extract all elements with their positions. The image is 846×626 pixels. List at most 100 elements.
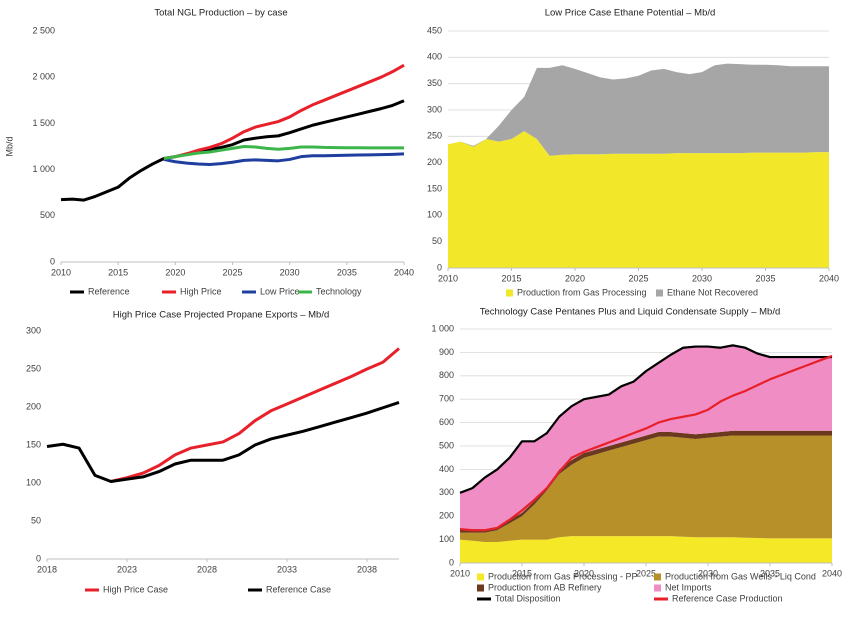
legend-label: Technology bbox=[316, 286, 362, 296]
x-tick-label: 2038 bbox=[357, 564, 377, 574]
x-tick-label: 2028 bbox=[197, 564, 217, 574]
y-tick-label: 0 bbox=[50, 256, 55, 266]
y-tick-label: 2 500 bbox=[32, 25, 55, 35]
x-tick-label: 2035 bbox=[337, 267, 357, 277]
y-tick-label: 100 bbox=[427, 210, 442, 220]
line bbox=[110, 347, 400, 483]
y-tick-label: 400 bbox=[427, 52, 442, 62]
area bbox=[448, 131, 829, 268]
chart-panel: Low Price Case Ethane Potential – Mb/d 0 5… bbox=[427, 8, 839, 298]
legend-swatch bbox=[654, 584, 661, 592]
y-tick-label: 500 bbox=[40, 210, 55, 220]
y-tick-label: 200 bbox=[26, 401, 41, 411]
line bbox=[163, 145, 404, 160]
y-tick-label: 300 bbox=[439, 487, 454, 497]
x-tick-label: 2033 bbox=[277, 564, 297, 574]
chart-panel: Technology Case Pentanes Plus and Liquid… bbox=[431, 307, 842, 604]
area bbox=[460, 345, 832, 530]
chart-panel: Total NGL Production – by case Mb/d 0 500 1 … bbox=[4, 8, 414, 297]
y-tick-label: 2 000 bbox=[32, 72, 55, 82]
legend-label: Ethane Not Recovered bbox=[667, 287, 758, 297]
chart-title: Low Price Case Ethane Potential – Mb/d bbox=[545, 8, 716, 19]
x-tick-label: 2020 bbox=[574, 568, 594, 578]
y-tick-label: 0 bbox=[437, 262, 442, 272]
x-tick-label: 2025 bbox=[636, 568, 656, 578]
x-tick-label: 2025 bbox=[222, 267, 242, 277]
y-tick-label: 100 bbox=[26, 477, 41, 487]
y-tick-label: 350 bbox=[427, 78, 442, 88]
chart-title: Total NGL Production – by case bbox=[154, 8, 287, 19]
y-tick-label: 250 bbox=[427, 131, 442, 141]
line bbox=[46, 401, 400, 483]
x-tick-label: 2015 bbox=[512, 568, 532, 578]
x-tick-label: 2023 bbox=[117, 564, 137, 574]
legend-label: Production from AB Refinery bbox=[488, 582, 602, 592]
legend-label: Total Disposition bbox=[495, 593, 561, 603]
y-tick-label: 250 bbox=[26, 363, 41, 373]
x-tick-label: 2040 bbox=[822, 568, 842, 578]
plot-layer bbox=[448, 63, 829, 268]
area bbox=[448, 63, 829, 156]
y-tick-label: 450 bbox=[427, 25, 442, 35]
legend-swatch bbox=[656, 289, 663, 297]
x-tick-label: 2010 bbox=[438, 273, 458, 283]
legend-label: Production from Gas Processing bbox=[517, 287, 647, 297]
y-tick-label: 800 bbox=[439, 370, 454, 380]
x-tick-label: 2040 bbox=[819, 273, 839, 283]
legend-label: High Price bbox=[180, 286, 222, 296]
y-tick-label: 300 bbox=[427, 104, 442, 114]
y-tick-label: 100 bbox=[439, 534, 454, 544]
x-tick-label: 2020 bbox=[165, 267, 185, 277]
legend-swatch bbox=[506, 289, 513, 297]
area bbox=[460, 536, 832, 563]
x-tick-label: 2030 bbox=[280, 267, 300, 277]
x-tick-label: 2020 bbox=[565, 273, 585, 283]
x-tick-label: 2018 bbox=[37, 564, 57, 574]
legend-label: Net Imports bbox=[665, 582, 712, 592]
line bbox=[459, 354, 833, 532]
line bbox=[163, 63, 405, 160]
plot-layer bbox=[459, 344, 833, 563]
chart-panel: High Price Case Projected Propane Export… bbox=[26, 310, 400, 594]
legend-swatch bbox=[654, 573, 661, 581]
y-tick-label: 1 500 bbox=[32, 118, 55, 128]
chart-title: High Price Case Projected Propane Export… bbox=[113, 310, 330, 321]
x-tick-label: 2015 bbox=[501, 273, 521, 283]
legend-label: Reference Case bbox=[266, 584, 331, 594]
legend-swatch bbox=[477, 584, 484, 592]
y-tick-label: 500 bbox=[439, 440, 454, 450]
y-tick-label: 700 bbox=[439, 394, 454, 404]
x-tick-label: 2030 bbox=[698, 568, 718, 578]
plot-layer bbox=[46, 347, 400, 483]
y-tick-label: 1 000 bbox=[431, 323, 454, 333]
y-tick-label: 600 bbox=[439, 417, 454, 427]
legend-label: High Price Case bbox=[103, 584, 168, 594]
y-axis-label: Mb/d bbox=[4, 136, 14, 156]
legend-swatch bbox=[477, 573, 484, 581]
y-tick-label: 150 bbox=[427, 183, 442, 193]
y-tick-label: 200 bbox=[427, 157, 442, 167]
legend-label: Reference Case Production bbox=[672, 593, 783, 603]
line bbox=[163, 152, 405, 167]
legend-label: Reference bbox=[88, 286, 130, 296]
plot-layer bbox=[60, 63, 405, 202]
x-tick-label: 2030 bbox=[692, 273, 712, 283]
x-tick-label: 2015 bbox=[108, 267, 128, 277]
y-tick-label: 150 bbox=[26, 439, 41, 449]
x-tick-label: 2010 bbox=[450, 568, 470, 578]
legend-label: Production from Gas Processing - PP bbox=[488, 571, 638, 581]
y-tick-label: 200 bbox=[439, 511, 454, 521]
y-tick-label: 400 bbox=[439, 464, 454, 474]
x-tick-label: 2035 bbox=[755, 273, 775, 283]
y-tick-label: 50 bbox=[432, 236, 442, 246]
y-tick-label: 0 bbox=[449, 557, 454, 567]
x-tick-label: 2025 bbox=[628, 273, 648, 283]
y-tick-label: 900 bbox=[439, 347, 454, 357]
y-tick-label: 300 bbox=[26, 325, 41, 335]
legend-label: Low Price bbox=[260, 286, 300, 296]
x-tick-label: 2035 bbox=[760, 568, 780, 578]
area bbox=[460, 435, 832, 542]
line bbox=[60, 99, 405, 202]
x-tick-label: 2040 bbox=[394, 267, 414, 277]
